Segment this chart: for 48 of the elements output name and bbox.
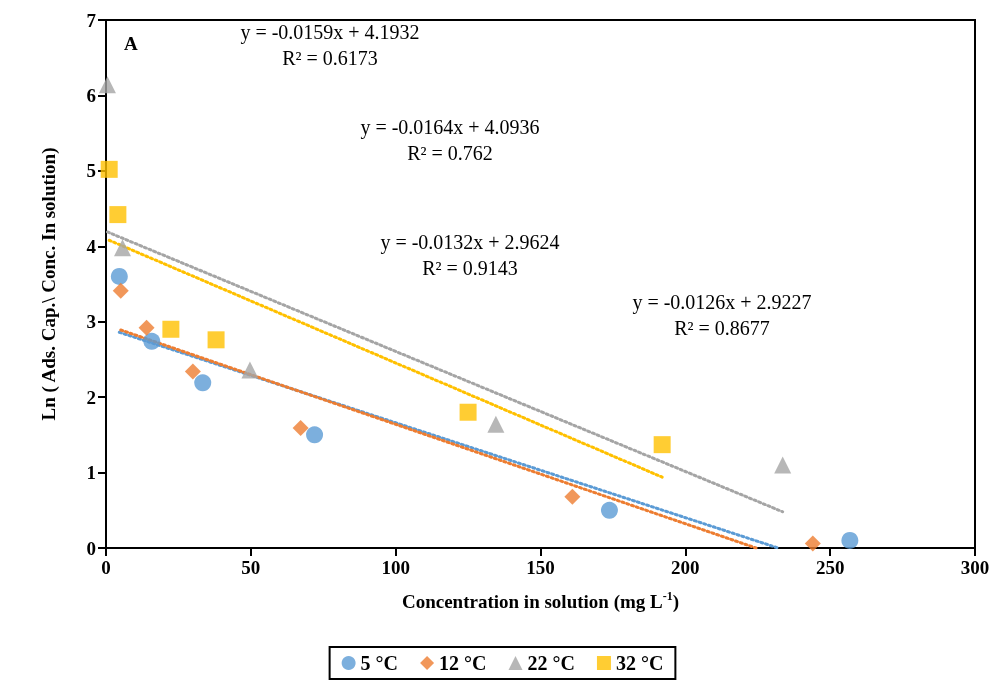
y-axis-title: Ln ( Ads. Cap.\ Conc. In solution): [38, 147, 60, 421]
point: [138, 319, 155, 336]
legend-label: 5 °C: [360, 652, 399, 674]
legend-label: 12 °C: [439, 652, 487, 674]
y-tick-label: 2: [86, 386, 96, 408]
x-tick-label: 100: [381, 557, 410, 578]
point: [774, 456, 792, 474]
point: [194, 374, 212, 392]
x-tick-label: 150: [526, 557, 555, 578]
y-tick-label: 0: [86, 537, 96, 559]
point: [600, 501, 618, 519]
point: [207, 331, 225, 349]
annotation: A: [124, 33, 138, 54]
point: [109, 206, 127, 224]
point: [841, 531, 859, 549]
legend-label: 22 °C: [527, 652, 575, 674]
x-tick-label: 300: [960, 557, 990, 578]
annotation: y = -0.0126x + 2.9227 R² = 0.8677: [632, 291, 812, 339]
x-tick-label: 250: [815, 557, 845, 578]
annotation: y = -0.0132x + 2.9624 R² = 0.9143: [380, 231, 560, 279]
point: [487, 415, 505, 433]
point: [143, 332, 161, 350]
y-tick-label: 7: [86, 9, 97, 31]
x-tick-label: 200: [671, 557, 700, 578]
y-tick-label: 1: [86, 462, 96, 484]
y-tick-label: 4: [86, 235, 97, 257]
point: [112, 282, 129, 299]
point: [564, 488, 581, 505]
x-tick-label: 50: [241, 557, 261, 578]
point: [653, 436, 671, 454]
point: [241, 361, 259, 379]
point: [804, 535, 821, 552]
legend-label: 32 °C: [615, 652, 664, 674]
x-tick-label: 0: [101, 557, 111, 578]
point: [110, 267, 128, 285]
point: [306, 426, 324, 444]
point: [114, 239, 132, 257]
point: [184, 363, 201, 380]
point: [292, 420, 309, 437]
y-tick-label: 6: [86, 84, 96, 106]
point: [162, 320, 180, 338]
y-tick-label: 5: [86, 160, 96, 182]
annotation: y = -0.0164x + 4.0936 R² = 0.762: [360, 116, 540, 164]
y-tick-label: 3: [86, 311, 96, 333]
point: [459, 403, 477, 421]
point: [98, 76, 116, 94]
annotation: y = -0.0159x + 4.1932 R² = 0.6173: [240, 21, 420, 69]
point: [100, 160, 118, 178]
